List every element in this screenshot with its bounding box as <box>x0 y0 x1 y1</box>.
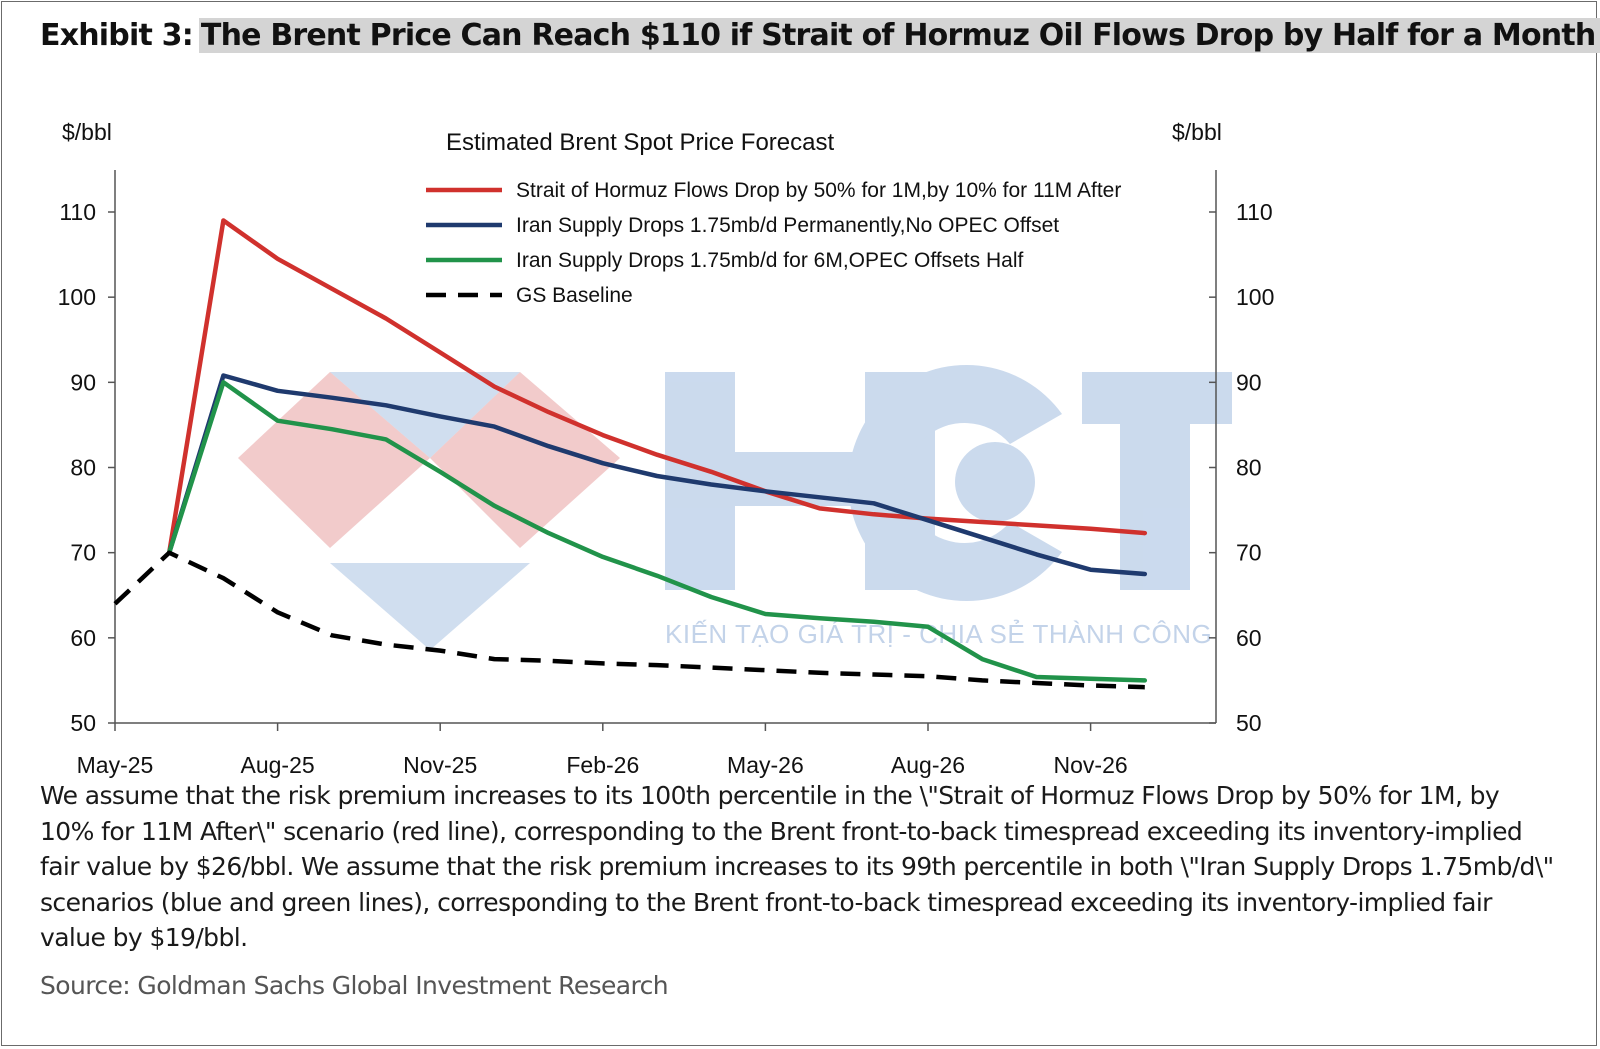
left-y-tick-label: 50 <box>70 710 96 736</box>
left-y-tick-label: 60 <box>70 625 96 651</box>
chart-axes <box>114 170 1217 724</box>
exhibit-headline: The Brent Price Can Reach $110 if Strait… <box>198 18 1600 53</box>
series-line-3 <box>166 380 1148 683</box>
chart-legend: Strait of Hormuz Flows Drop by 50% for 1… <box>426 179 1121 307</box>
left-y-tick-label: 100 <box>58 284 96 310</box>
right-y-tick-label: 100 <box>1236 284 1274 310</box>
left-y-tick-label: 80 <box>70 455 96 481</box>
source-note: Source: Goldman Sachs Global Investment … <box>40 971 669 1000</box>
left-y-tick-label: 90 <box>70 369 96 395</box>
right-y-tick-label: 110 <box>1236 199 1273 225</box>
legend-label-3: Iran Supply Drops 1.75mb/d for 6M,OPEC O… <box>516 249 1023 272</box>
legend-label-2: Iran Supply Drops 1.75mb/d Permanently,N… <box>516 214 1059 237</box>
watermark-diamond-red-right <box>430 372 620 548</box>
x-tick-label: Nov-25 <box>403 752 477 778</box>
chart-title: Estimated Brent Spot Price Forecast <box>446 129 834 156</box>
x-tick-label: Aug-25 <box>241 752 315 778</box>
legend-label-4: GS Baseline <box>516 284 633 307</box>
x-tick-label: Feb-26 <box>566 752 639 778</box>
series-line-2 <box>166 373 1148 577</box>
right-y-tick-label: 90 <box>1236 369 1262 395</box>
x-tick-label: May-25 <box>77 752 154 778</box>
right-y-tick-label: 50 <box>1236 710 1262 736</box>
series-line-4 <box>113 550 1145 690</box>
right-y-tick-label: 70 <box>1236 540 1262 566</box>
watermark-diamond-red-left <box>238 372 430 548</box>
watermark-diamond-blue-bottom <box>330 563 530 650</box>
x-tick-label: Nov-26 <box>1054 752 1128 778</box>
axis-ticks: 50 50 60 60 70 70 80 80 90 90 100 100 110 110 May-25 Au… <box>58 199 1275 778</box>
chart-footnote: We assume that the risk premium increase… <box>40 781 1554 952</box>
right-y-tick-label: 80 <box>1236 455 1262 481</box>
right-y-tick-label: 60 <box>1236 625 1262 651</box>
left-y-tick-label: 110 <box>59 199 96 225</box>
exhibit-label: Exhibit 3: <box>40 18 194 53</box>
legend-label-1: Strait of Hormuz Flows Drop by 50% for 1… <box>516 179 1121 202</box>
series-layer <box>113 218 1148 690</box>
series-line-1 <box>166 218 1148 555</box>
x-tick-label: Aug-26 <box>891 752 965 778</box>
right-axis-unit: $/bbl <box>1172 119 1222 145</box>
x-tick-label: May-26 <box>727 752 804 778</box>
exhibit-title: Exhibit 3: The Brent Price Can Reach $110… <box>40 14 1600 58</box>
left-y-tick-label: 70 <box>70 540 96 566</box>
left-axis-unit: $/bbl <box>62 119 112 145</box>
watermark-logo-letters <box>665 364 1232 601</box>
